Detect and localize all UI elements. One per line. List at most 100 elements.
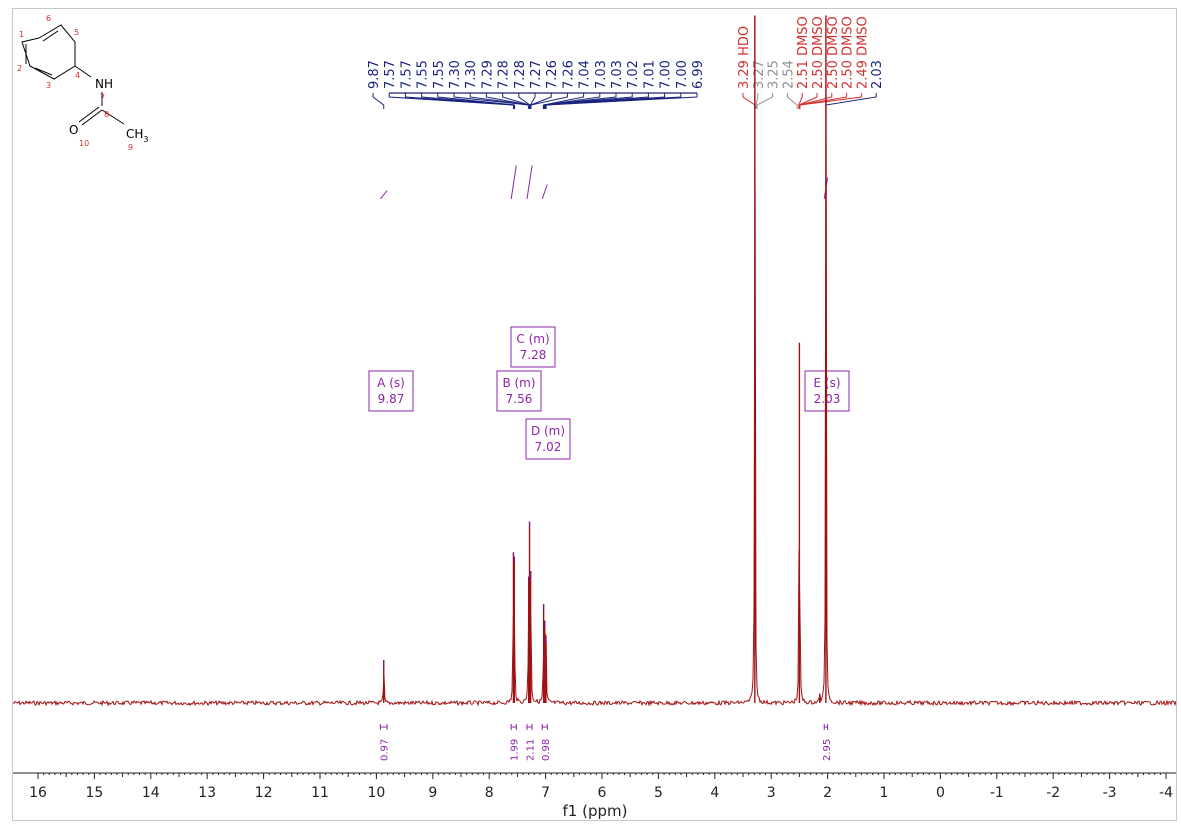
peak-label: 6.99	[691, 60, 706, 89]
integral-curve	[526, 165, 533, 200]
integral-value: 2.11	[526, 739, 537, 761]
x-tick-label: 6	[598, 785, 607, 801]
x-tick-label: 7	[541, 785, 550, 801]
multiplet-box	[496, 370, 542, 412]
peak-label: 2.54	[781, 60, 796, 89]
multiplet-shift: 7.28	[520, 348, 547, 362]
x-tick-label: 15	[85, 785, 103, 801]
multiplet-label: C (m)	[516, 332, 549, 346]
multiplet-shift: 7.56	[506, 392, 533, 406]
peak-label: 7.03	[594, 60, 609, 89]
peak-label: 3.25	[767, 60, 782, 89]
x-tick-label: 3	[767, 785, 776, 801]
mol-num-3: 3	[46, 81, 51, 90]
peak-label: 7.02	[626, 60, 641, 89]
x-axis-label: f1 (ppm)	[563, 802, 628, 820]
multiplet-label: D (m)	[531, 424, 565, 438]
x-tick-label: -3	[1103, 785, 1117, 801]
n-aryl-bond	[74, 65, 92, 78]
peak-label: 9.87	[367, 60, 382, 89]
peak-label: 2.50 DMSO	[841, 16, 856, 89]
x-tick-label: 8	[485, 785, 494, 801]
x-tick-label: 14	[142, 785, 160, 801]
peak-label: 3.29 HDO	[737, 26, 752, 89]
spectrum-frame: NH O CH3 6 1 5 2 4 3 7 8 10 9 9.87 7.57 7.…	[12, 8, 1177, 821]
multiplet-shift: 9.87	[378, 392, 405, 406]
peak-label: 7.57	[399, 60, 414, 89]
mol-num-8: 8	[104, 110, 109, 119]
peak-label: 7.00	[659, 60, 674, 89]
peak-label-leader	[404, 93, 515, 109]
peak-label: 7.30	[448, 60, 463, 89]
molecule-structure	[21, 24, 125, 126]
multiplet-box-layer: A (s)9.87B (m)7.56C (m)7.28D (m)7.02E (s…	[368, 326, 850, 460]
peak-label-leader	[544, 93, 649, 109]
multiplet-label: A (s)	[377, 376, 405, 390]
peak-label-leader	[545, 93, 698, 109]
peak-label-leader	[372, 93, 385, 109]
peak-label-leader	[543, 93, 617, 109]
peak-label: 7.57	[383, 60, 398, 89]
mol-num-1: 1	[19, 30, 24, 39]
mol-num-10: 10	[79, 139, 89, 148]
x-tick-label: -2	[1046, 785, 1060, 801]
peak-label: 7.30	[464, 60, 479, 89]
multiplet-box	[510, 326, 556, 368]
integral-curve	[379, 190, 388, 200]
peak-label-leader	[756, 93, 774, 109]
peak-label: 2.03	[870, 60, 885, 89]
peak-label: 7.28	[513, 60, 528, 89]
peak-label: 7.26	[561, 60, 576, 89]
peak-label-leader	[786, 93, 798, 109]
peak-label-layer: 9.87 7.57 7.57 7.55 7.55 7.30 7.30 7.29 7.28 7.28…	[367, 16, 885, 109]
peak-label: 2.50 DMSO	[811, 16, 826, 89]
peak-label: 2.49 DMSO	[855, 16, 870, 89]
x-tick-label: 4	[710, 785, 719, 801]
x-tick-label: -4	[1159, 785, 1173, 801]
carbonyl-bond-2	[78, 106, 100, 123]
peak-label-leader	[437, 93, 516, 109]
x-tick-label: -1	[990, 785, 1004, 801]
spectrum-layer	[12, 15, 1177, 707]
peak-label: 7.28	[497, 60, 512, 89]
x-axis: 16 15 14 13 12 11 10 9 8 7 6 5 4 3 2 1 0 -1 -2 -3 -4	[13, 772, 1176, 801]
multiplet-box	[368, 370, 414, 412]
mol-num-9: 9	[128, 143, 133, 152]
peak-label-leader	[742, 93, 756, 109]
peak-label-leader	[518, 93, 531, 109]
multiplet-box	[525, 418, 571, 460]
x-tick-label: 16	[29, 785, 47, 801]
peak-label: 3.27	[752, 60, 767, 89]
peak-label: 7.00	[675, 60, 690, 89]
mol-atom-ch3: CH3	[126, 127, 149, 144]
x-tick-label: 0	[936, 785, 945, 801]
peak-label: 7.27	[529, 60, 544, 89]
integral-curve-layer	[379, 165, 829, 200]
benzene-ring	[21, 24, 76, 80]
x-tick-label: 10	[367, 785, 385, 801]
mol-num-5: 5	[74, 28, 79, 37]
peak-label: 7.55	[416, 60, 431, 89]
peak-label: 7.03	[610, 60, 625, 89]
peak-label: 7.26	[545, 60, 560, 89]
mol-num-2: 2	[17, 64, 22, 73]
nmr-spectrum-plot: NH O CH3 6 1 5 2 4 3 7 8 10 9 9.87 7.57 7.…	[12, 14, 1177, 820]
peak-label: 7.04	[578, 60, 593, 89]
peak-label: 2.51 DMSO	[796, 16, 811, 89]
x-tick-label: 1	[880, 785, 889, 801]
integral-value: 2.95	[822, 739, 833, 761]
mol-num-4: 4	[75, 71, 80, 80]
peak-label: 7.01	[642, 60, 657, 89]
x-tick-label: 13	[198, 785, 216, 801]
integral-value: 0.98	[541, 739, 552, 761]
peak-label-leader	[530, 93, 568, 109]
x-tick-label: 5	[654, 785, 663, 801]
multiplet-label: B (m)	[502, 376, 535, 390]
peak-label-leader	[543, 93, 633, 109]
x-tick-label: 9	[428, 785, 437, 801]
mol-atom-o: O	[69, 123, 78, 137]
integral-label-layer: 0.97 1.99 2.11 0.98 2.95	[380, 724, 833, 761]
mol-num-6: 6	[46, 14, 51, 23]
peak-label: 7.29	[480, 60, 495, 89]
integral-value: 1.99	[510, 739, 521, 761]
